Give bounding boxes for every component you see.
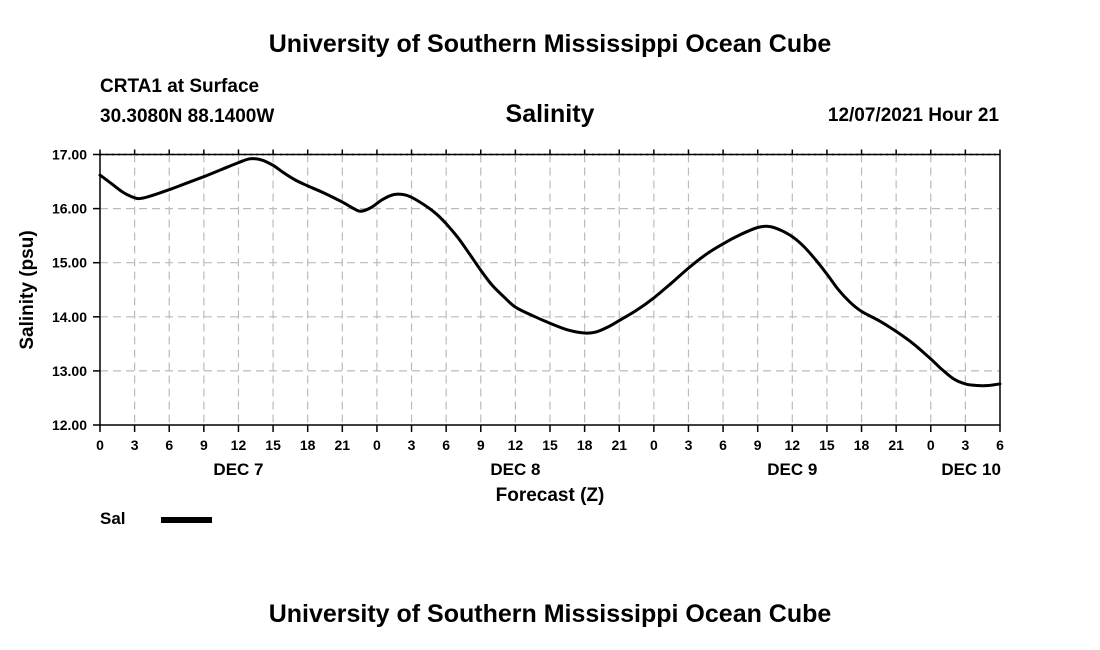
forecast-run-time: 12/07/2021 Hour 21 (827, 105, 999, 126)
x-tick-label: 6 (996, 437, 1004, 453)
day-label: DEC 10 (941, 460, 1001, 479)
x-tick-label: 18 (854, 437, 870, 453)
legend-line-sample (161, 517, 212, 523)
chart-title: Salinity (505, 100, 595, 128)
x-tick-label: 12 (508, 437, 524, 453)
x-tick-label: 21 (888, 437, 904, 453)
series-line-sal (98, 157, 1002, 388)
x-tick-label: 9 (754, 437, 762, 453)
page-title: University of Southern Mississippi Ocean… (268, 30, 832, 58)
tick-layer (93, 149, 1001, 432)
x-tick-label: 15 (542, 437, 558, 453)
day-label: DEC 7 (213, 460, 263, 479)
x-tick-label: 3 (685, 437, 693, 453)
legend-label: Sal (100, 509, 126, 528)
y-tick-label: 16.00 (52, 201, 87, 217)
y-tick-label: 14.00 (52, 309, 87, 325)
x-tick-label: 6 (165, 437, 173, 453)
y-tick-label: 17.00 (52, 147, 87, 163)
x-tick-label: 12 (231, 437, 247, 453)
x-tick-label: 15 (265, 437, 281, 453)
x-tick-label: 9 (477, 437, 485, 453)
grid-layer (100, 153, 1000, 425)
x-tick-label: 12 (785, 437, 801, 453)
y-axis-label: Salinity (psu) (17, 230, 38, 349)
label-layer: 12.00 13.00 14.00 15.00 16.00 17.00 0 3 6 9 12 15 18… (52, 147, 1004, 480)
day-label: DEC 8 (490, 460, 540, 479)
footer-title: University of Southern Mississippi Ocean… (268, 600, 832, 628)
x-tick-label: 6 (719, 437, 727, 453)
x-tick-label: 0 (927, 437, 935, 453)
x-tick-label: 18 (577, 437, 593, 453)
x-tick-label: 15 (819, 437, 835, 453)
x-axis-label: Forecast (Z) (496, 485, 605, 506)
day-label: DEC 9 (767, 460, 817, 479)
x-tick-label: 21 (335, 437, 351, 453)
x-tick-label: 21 (611, 437, 627, 453)
y-tick-label: 12.00 (52, 417, 87, 433)
x-tick-label: 9 (200, 437, 208, 453)
x-tick-label: 0 (96, 437, 104, 453)
x-tick-label: 3 (961, 437, 969, 453)
station-coordinates: 30.3080N 88.1400W (100, 106, 275, 127)
y-tick-label: 13.00 (52, 363, 87, 379)
x-tick-label: 3 (131, 437, 139, 453)
x-tick-label: 3 (408, 437, 416, 453)
station-name: CRTA1 at Surface (100, 76, 260, 97)
x-tick-label: 6 (442, 437, 450, 453)
y-tick-label: 15.00 (52, 255, 87, 271)
x-tick-label: 18 (300, 437, 316, 453)
x-tick-label: 0 (373, 437, 381, 453)
x-tick-label: 0 (650, 437, 658, 453)
